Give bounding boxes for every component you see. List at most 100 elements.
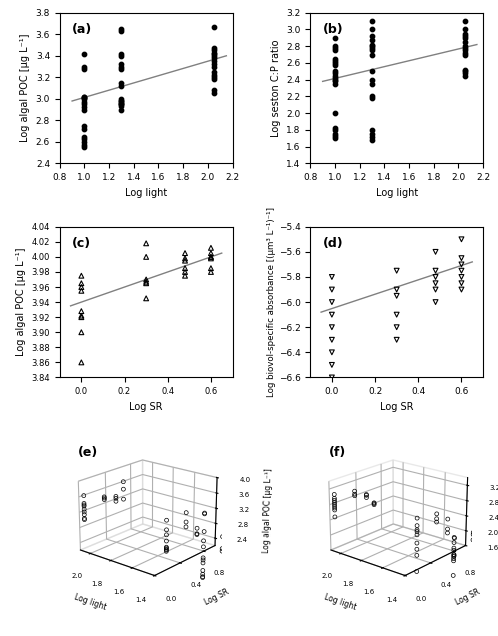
Point — [368, 41, 376, 52]
Point — [181, 263, 189, 273]
Point — [331, 76, 339, 86]
Point — [461, 43, 469, 53]
Point — [331, 45, 339, 55]
Point — [368, 74, 376, 85]
Point — [432, 247, 440, 257]
Point — [142, 278, 150, 288]
Point — [81, 62, 89, 72]
Point — [368, 79, 376, 89]
Point — [207, 267, 215, 277]
Point — [393, 284, 401, 294]
Text: (b): (b) — [322, 24, 343, 36]
Point — [142, 238, 150, 249]
Point — [331, 79, 339, 89]
Point — [328, 310, 336, 320]
Point — [368, 16, 376, 26]
Point — [458, 259, 466, 270]
Point — [368, 31, 376, 41]
Point — [210, 43, 218, 53]
Point — [432, 278, 440, 288]
Point — [118, 78, 125, 88]
Y-axis label: Log algal POC [μg L⁻¹]: Log algal POC [μg L⁻¹] — [20, 34, 30, 142]
Point — [461, 65, 469, 75]
Point — [210, 67, 218, 77]
Point — [207, 263, 215, 273]
Point — [81, 104, 89, 114]
Point — [181, 253, 189, 263]
Point — [368, 24, 376, 34]
Point — [118, 96, 125, 106]
Point — [331, 123, 339, 134]
Point — [331, 133, 339, 143]
Point — [432, 266, 440, 276]
X-axis label: Log light: Log light — [375, 188, 418, 198]
Point — [331, 43, 339, 53]
Point — [368, 92, 376, 102]
Y-axis label: Log SR: Log SR — [203, 587, 231, 607]
Point — [81, 137, 89, 147]
Point — [207, 243, 215, 253]
Point — [181, 248, 189, 258]
Point — [328, 335, 336, 345]
Point — [331, 53, 339, 64]
Point — [118, 59, 125, 69]
Point — [81, 124, 89, 134]
Point — [368, 50, 376, 60]
Point — [181, 267, 189, 277]
Point — [331, 58, 339, 68]
Point — [461, 50, 469, 60]
Point — [432, 297, 440, 307]
Point — [461, 45, 469, 55]
Point — [210, 22, 218, 32]
Point — [331, 32, 339, 43]
Point — [461, 16, 469, 26]
Point — [210, 51, 218, 61]
Point — [328, 272, 336, 282]
Point — [393, 291, 401, 301]
Point — [181, 271, 189, 281]
Point — [331, 56, 339, 66]
Point — [210, 48, 218, 58]
Point — [142, 252, 150, 262]
Point — [81, 134, 89, 144]
Point — [118, 104, 125, 114]
Point — [461, 29, 469, 39]
Text: (e): (e) — [78, 446, 99, 459]
Point — [432, 284, 440, 294]
Point — [331, 41, 339, 52]
Point — [331, 66, 339, 76]
Point — [118, 81, 125, 91]
Point — [458, 278, 466, 288]
Point — [461, 31, 469, 41]
Point — [328, 372, 336, 382]
Point — [118, 48, 125, 59]
Point — [142, 274, 150, 284]
Point — [328, 297, 336, 307]
Point — [210, 73, 218, 83]
Point — [461, 37, 469, 47]
Text: (f): (f) — [329, 446, 346, 459]
Text: (c): (c) — [72, 237, 91, 251]
Point — [461, 24, 469, 34]
Y-axis label: Log algal POC [μg L⁻¹]: Log algal POC [μg L⁻¹] — [16, 248, 26, 356]
Point — [118, 101, 125, 111]
Y-axis label: Log seston C:P ratio: Log seston C:P ratio — [270, 39, 281, 137]
Point — [118, 99, 125, 109]
Point — [118, 26, 125, 36]
Point — [331, 73, 339, 83]
Point — [461, 48, 469, 58]
Point — [77, 357, 85, 368]
Point — [461, 71, 469, 81]
Point — [77, 306, 85, 316]
Point — [461, 32, 469, 43]
Point — [331, 125, 339, 135]
Point — [81, 93, 89, 103]
Point — [331, 108, 339, 118]
Point — [210, 88, 218, 99]
Point — [77, 271, 85, 281]
Point — [461, 68, 469, 78]
Point — [118, 24, 125, 34]
Point — [118, 93, 125, 104]
Point — [118, 98, 125, 108]
Point — [368, 43, 376, 53]
